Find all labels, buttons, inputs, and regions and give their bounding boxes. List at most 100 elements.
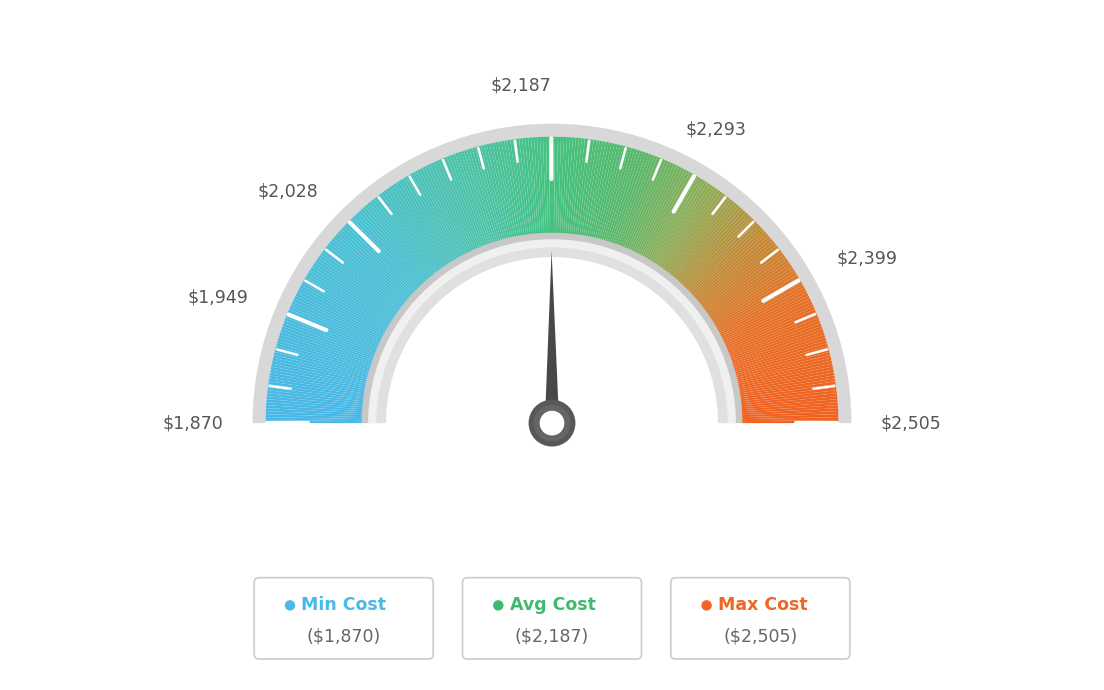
Wedge shape <box>673 204 740 280</box>
Wedge shape <box>449 155 486 247</box>
Wedge shape <box>680 213 749 286</box>
Wedge shape <box>427 164 471 253</box>
Wedge shape <box>288 309 379 350</box>
Wedge shape <box>307 272 392 325</box>
Wedge shape <box>368 239 736 423</box>
Wedge shape <box>735 355 831 380</box>
Wedge shape <box>333 236 410 302</box>
Wedge shape <box>741 414 838 419</box>
Wedge shape <box>266 414 363 419</box>
Wedge shape <box>412 172 461 259</box>
Wedge shape <box>710 267 794 322</box>
Wedge shape <box>317 257 399 315</box>
Wedge shape <box>737 369 834 390</box>
Text: ($1,870): ($1,870) <box>307 627 381 645</box>
Wedge shape <box>399 179 453 264</box>
Wedge shape <box>597 145 624 240</box>
Wedge shape <box>438 159 479 250</box>
Wedge shape <box>269 373 367 392</box>
Wedge shape <box>266 408 363 415</box>
Wedge shape <box>360 208 427 283</box>
Wedge shape <box>370 201 433 277</box>
Wedge shape <box>376 195 438 274</box>
Wedge shape <box>286 315 378 353</box>
Wedge shape <box>672 202 736 279</box>
Wedge shape <box>510 139 527 237</box>
Wedge shape <box>714 277 800 328</box>
Wedge shape <box>641 170 690 257</box>
FancyBboxPatch shape <box>463 578 641 659</box>
Wedge shape <box>741 417 838 421</box>
Wedge shape <box>543 137 548 235</box>
Wedge shape <box>739 384 836 400</box>
Wedge shape <box>293 299 382 343</box>
Wedge shape <box>279 332 373 365</box>
Wedge shape <box>630 163 673 253</box>
Wedge shape <box>277 340 371 371</box>
Wedge shape <box>501 141 520 237</box>
Wedge shape <box>549 137 552 235</box>
Wedge shape <box>677 208 744 283</box>
Wedge shape <box>698 241 775 304</box>
Wedge shape <box>671 201 734 277</box>
Wedge shape <box>389 186 446 268</box>
Wedge shape <box>301 282 388 332</box>
Wedge shape <box>433 161 475 251</box>
Wedge shape <box>720 290 807 337</box>
Wedge shape <box>556 137 561 235</box>
Text: Avg Cost: Avg Cost <box>510 596 595 614</box>
Wedge shape <box>732 337 826 368</box>
Wedge shape <box>540 137 546 235</box>
Wedge shape <box>546 137 550 235</box>
Wedge shape <box>611 150 644 244</box>
Wedge shape <box>386 188 444 269</box>
Wedge shape <box>420 168 466 256</box>
Wedge shape <box>726 315 818 353</box>
Wedge shape <box>270 366 367 388</box>
Wedge shape <box>314 262 396 319</box>
Wedge shape <box>484 144 509 240</box>
Wedge shape <box>590 142 612 239</box>
Wedge shape <box>379 193 439 273</box>
Wedge shape <box>266 411 363 417</box>
Wedge shape <box>362 206 428 282</box>
Wedge shape <box>736 364 832 386</box>
Wedge shape <box>692 231 767 298</box>
Wedge shape <box>580 140 597 237</box>
Wedge shape <box>587 141 608 238</box>
Wedge shape <box>282 326 374 361</box>
Wedge shape <box>606 149 638 243</box>
Wedge shape <box>487 144 511 239</box>
Wedge shape <box>498 141 519 237</box>
Wedge shape <box>657 184 713 267</box>
Wedge shape <box>289 306 380 348</box>
Wedge shape <box>702 250 782 310</box>
Wedge shape <box>284 320 375 357</box>
Wedge shape <box>273 355 369 380</box>
Wedge shape <box>693 234 768 299</box>
Wedge shape <box>592 143 615 239</box>
Wedge shape <box>700 245 778 308</box>
Wedge shape <box>408 174 459 259</box>
Wedge shape <box>638 168 684 256</box>
Wedge shape <box>684 219 754 290</box>
Wedge shape <box>362 233 742 423</box>
Wedge shape <box>337 231 412 298</box>
Wedge shape <box>584 141 603 237</box>
Wedge shape <box>275 349 370 376</box>
Wedge shape <box>650 178 703 263</box>
Wedge shape <box>737 366 834 388</box>
Wedge shape <box>273 357 369 382</box>
Wedge shape <box>707 259 789 317</box>
Wedge shape <box>608 150 640 244</box>
Wedge shape <box>739 378 836 395</box>
Wedge shape <box>724 306 815 348</box>
Wedge shape <box>384 190 443 270</box>
Wedge shape <box>599 146 626 241</box>
Wedge shape <box>739 375 835 393</box>
Wedge shape <box>709 264 793 320</box>
Wedge shape <box>350 219 420 290</box>
Wedge shape <box>741 411 838 417</box>
Wedge shape <box>396 181 450 265</box>
Wedge shape <box>480 145 507 240</box>
